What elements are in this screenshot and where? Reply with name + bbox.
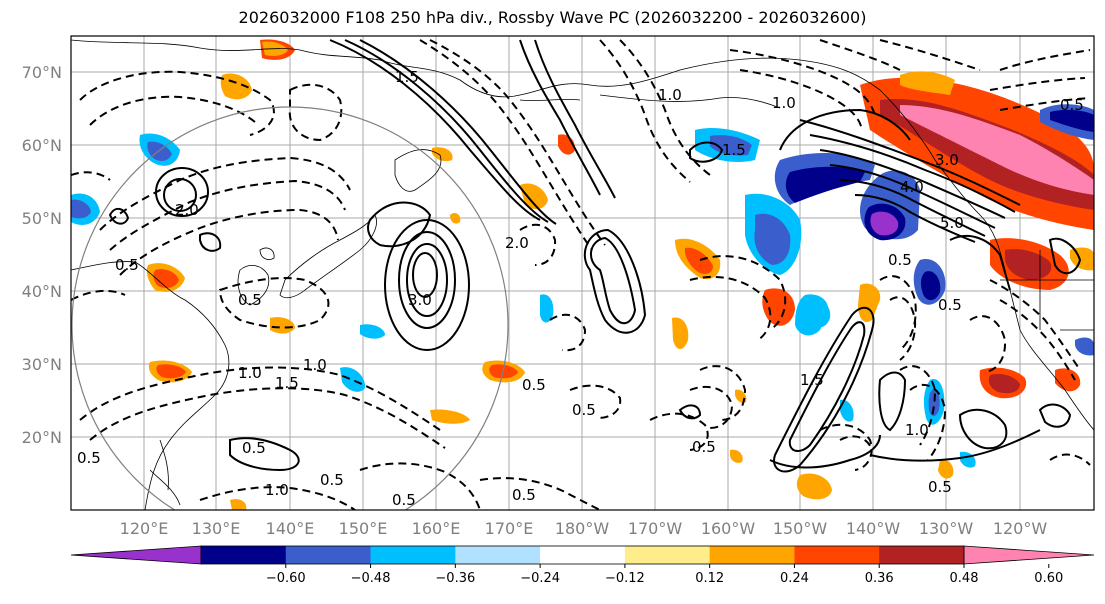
colorbar-segment (455, 546, 541, 564)
contour-label: 0.5 (888, 251, 912, 269)
contour-label: 0.5 (238, 291, 262, 309)
colorbar-high-extension (963, 545, 1095, 565)
map-border (70, 35, 1095, 511)
contour-label: 2.0 (175, 201, 199, 219)
lon-label: 180°W (555, 519, 610, 538)
contour-label: 5.0 (940, 214, 964, 232)
contour-label: 0.5 (692, 438, 716, 456)
longitude-axis: 120°E 130°E 140°E 150°E 160°E 170°E 180°… (120, 519, 1048, 538)
negative-contours (71, 39, 1091, 510)
contour-label: 1.5 (722, 141, 746, 159)
lat-label: 20°N (22, 428, 62, 447)
contour-labels: 0.5 0.5 0.5 0.5 0.5 0.5 0.5 0.5 0.5 0.5 … (77, 68, 1084, 509)
contour-label: 1.0 (265, 481, 289, 499)
contour-label: 0.5 (242, 439, 266, 457)
lon-label: 120°E (120, 519, 169, 538)
colorbar-segment (709, 546, 795, 564)
contour-label: 0.5 (320, 471, 344, 489)
colorbar-outline (200, 545, 965, 565)
colorbar-tick-label: −0.36 (435, 571, 475, 586)
lon-label: 170°E (485, 519, 534, 538)
contour-label: 4.0 (900, 178, 924, 196)
colorbar-segment (624, 546, 711, 564)
lon-label: 170°W (628, 519, 683, 538)
colorbar-low-extension (70, 545, 202, 565)
colorbar-segment (794, 546, 880, 564)
contour-label: 1.5 (800, 371, 824, 389)
contour-label: 0.5 (77, 449, 101, 467)
colorbar-segment (370, 546, 456, 564)
contour-label: 3.0 (935, 151, 959, 169)
lat-label: 30°N (22, 355, 62, 374)
contour-label: 1.0 (238, 364, 262, 382)
colorbar-segment (285, 546, 372, 564)
contour-label: 0.5 (928, 478, 952, 496)
colorbar-segment (879, 546, 965, 564)
colorbar: −0.60 −0.48 −0.36 −0.24 −0.12 0.12 0.24 0.36 0.4… (70, 545, 1095, 586)
contour-label: 0.5 (115, 256, 139, 274)
lon-label: 130°W (919, 519, 974, 538)
colorbar-tick-label: −0.60 (266, 571, 306, 586)
contour-label: 0.5 (572, 401, 596, 419)
map-title: 2026032000 F108 250 hPa div., Rossby Wav… (238, 8, 867, 27)
lat-label: 50°N (22, 209, 62, 228)
latitude-axis: 70°N 60°N 50°N 40°N 30°N 20°N (22, 63, 62, 447)
lon-label: 150°E (339, 519, 388, 538)
contour-label: 1.0 (658, 86, 682, 104)
lon-label: 140°E (266, 519, 315, 538)
colorbar-tick-label: 0.24 (780, 571, 809, 586)
contour-label: 1.5 (395, 68, 419, 86)
lon-label: 160°E (412, 519, 461, 538)
colorbar-tick-label: 0.36 (865, 571, 894, 586)
lon-label: 130°E (192, 519, 241, 538)
lon-label: 160°W (701, 519, 756, 538)
colorbar-segment (540, 546, 626, 564)
contour-label: 0.5 (512, 486, 536, 504)
lat-label: 60°N (22, 136, 62, 155)
coastlines (71, 39, 1094, 510)
contour-label: 0.5 (392, 491, 416, 509)
colorbar-tick-label: 0.48 (950, 571, 979, 586)
divergence-shading (71, 39, 1094, 510)
contour-label: 1.0 (303, 356, 327, 374)
contour-label: 0.5 (1060, 96, 1084, 114)
colorbar-segment (201, 546, 287, 564)
lon-label: 150°W (773, 519, 828, 538)
positive-contours (108, 39, 1082, 473)
contour-label: 3.0 (408, 291, 432, 309)
contour-label: 0.5 (938, 296, 962, 314)
contour-label: 1.5 (275, 374, 299, 392)
lon-label: 140°W (846, 519, 901, 538)
lat-label: 40°N (22, 282, 62, 301)
colorbar-tick-label: −0.24 (520, 571, 560, 586)
lat-label: 70°N (22, 63, 62, 82)
region-circle (71, 106, 509, 510)
contour-label: 2.0 (505, 234, 529, 252)
contour-label: 1.0 (905, 421, 929, 439)
contour-label: 1.0 (772, 94, 796, 112)
colorbar-tick-label: −0.48 (351, 571, 391, 586)
lon-label: 120°W (993, 519, 1048, 538)
colorbar-tick-label: 0.12 (695, 571, 724, 586)
colorbar-tick-label: −0.12 (605, 571, 645, 586)
contour-label: 0.5 (522, 376, 546, 394)
colorbar-tick-label: 0.60 (1034, 571, 1063, 586)
